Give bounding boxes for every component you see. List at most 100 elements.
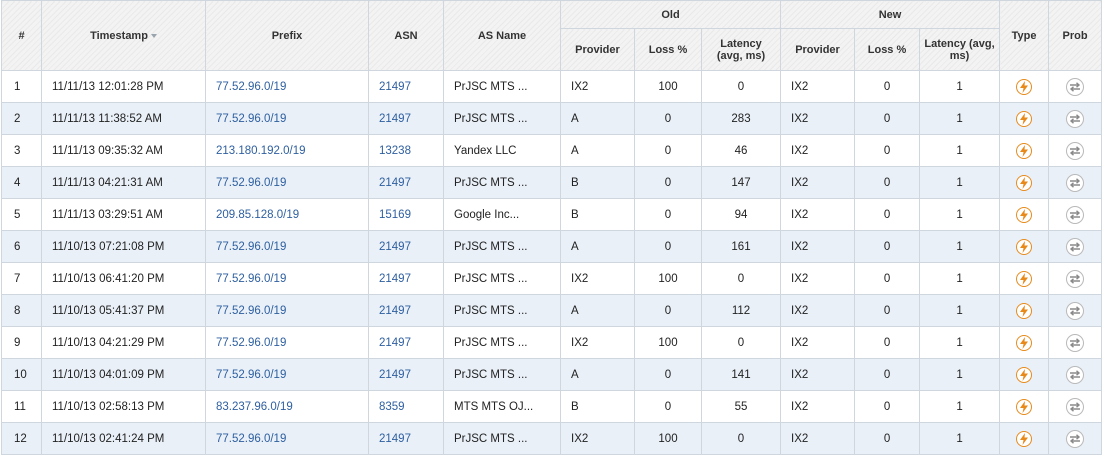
swap-icon[interactable] bbox=[1066, 397, 1085, 416]
swap-icon[interactable] bbox=[1066, 109, 1085, 128]
table-row[interactable]: 9 11/10/13 04:21:29 PM 77.52.96.0/19 214… bbox=[1, 326, 1102, 359]
cell-type bbox=[999, 198, 1050, 231]
swap-icon[interactable] bbox=[1066, 205, 1085, 224]
swap-icon[interactable] bbox=[1066, 141, 1085, 160]
bolt-icon[interactable] bbox=[1016, 302, 1033, 319]
bolt-icon[interactable] bbox=[1016, 206, 1033, 223]
cell-timestamp: 11/11/13 12:01:28 PM bbox=[41, 70, 206, 103]
prefix-link[interactable]: 77.52.96.0/19 bbox=[216, 304, 287, 317]
col-header-old-loss[interactable]: Loss % bbox=[634, 28, 702, 71]
col-group-new: New bbox=[780, 0, 1001, 29]
bolt-icon[interactable] bbox=[1016, 78, 1033, 95]
prefix-link[interactable]: 77.52.96.0/19 bbox=[216, 368, 287, 381]
table-row[interactable]: 1 11/11/13 12:01:28 PM 77.52.96.0/19 214… bbox=[1, 70, 1102, 103]
swap-icon[interactable] bbox=[1066, 77, 1085, 96]
cell-old-provider: A bbox=[560, 102, 635, 135]
col-header-prefix[interactable]: Prefix bbox=[205, 0, 369, 71]
cell-old-latency: 0 bbox=[700, 422, 782, 455]
col-header-old-provider[interactable]: Provider bbox=[560, 28, 635, 71]
cell-old-provider: B bbox=[560, 198, 635, 231]
col-header-as-name[interactable]: AS Name bbox=[443, 0, 561, 71]
swap-icon[interactable] bbox=[1066, 429, 1085, 448]
asn-link[interactable]: 8359 bbox=[379, 400, 405, 413]
col-header-new-provider[interactable]: Provider bbox=[780, 28, 856, 71]
asn-link[interactable]: 21497 bbox=[379, 432, 411, 445]
table-row[interactable]: 12 11/10/13 02:41:24 PM 77.52.96.0/19 21… bbox=[1, 422, 1102, 455]
bolt-icon[interactable] bbox=[1016, 334, 1033, 351]
bolt-icon[interactable] bbox=[1016, 142, 1033, 159]
col-header-old-latency[interactable]: Latency (avg, ms) bbox=[700, 28, 782, 71]
cell-new-loss: 0 bbox=[854, 294, 921, 327]
asn-link[interactable]: 21497 bbox=[379, 176, 411, 189]
col-header-new-loss[interactable]: Loss % bbox=[854, 28, 921, 71]
table-row[interactable]: 10 11/10/13 04:01:09 PM 77.52.96.0/19 21… bbox=[1, 358, 1102, 391]
cell-old-latency: 147 bbox=[700, 166, 782, 199]
asn-link[interactable]: 21497 bbox=[379, 336, 411, 349]
table-row[interactable]: 3 11/11/13 09:35:32 AM 213.180.192.0/19 … bbox=[1, 134, 1102, 167]
cell-old-loss: 100 bbox=[634, 262, 702, 295]
bolt-icon[interactable] bbox=[1016, 238, 1033, 255]
cell-prob bbox=[1048, 230, 1102, 263]
cell-old-latency: 0 bbox=[700, 70, 782, 103]
col-header-type[interactable]: Type bbox=[999, 0, 1050, 71]
col-header-prob[interactable]: Prob bbox=[1048, 0, 1102, 71]
cell-old-loss: 100 bbox=[634, 70, 702, 103]
cell-old-provider: A bbox=[560, 230, 635, 263]
cell-prob bbox=[1048, 422, 1102, 455]
prefix-link[interactable]: 77.52.96.0/19 bbox=[216, 112, 287, 125]
asn-link[interactable]: 21497 bbox=[379, 368, 411, 381]
prefix-link[interactable]: 77.52.96.0/19 bbox=[216, 432, 287, 445]
prefix-link[interactable]: 77.52.96.0/19 bbox=[216, 336, 287, 349]
cell-type bbox=[999, 102, 1050, 135]
table-row[interactable]: 8 11/10/13 05:41:37 PM 77.52.96.0/19 214… bbox=[1, 294, 1102, 327]
cell-old-loss: 0 bbox=[634, 166, 702, 199]
swap-icon[interactable] bbox=[1066, 237, 1085, 256]
bolt-icon[interactable] bbox=[1016, 430, 1033, 447]
cell-new-provider: IX2 bbox=[780, 102, 856, 135]
cell-new-provider: IX2 bbox=[780, 230, 856, 263]
swap-icon[interactable] bbox=[1066, 333, 1085, 352]
swap-icon[interactable] bbox=[1066, 365, 1085, 384]
cell-as-name: PrJSC MTS ... bbox=[443, 294, 561, 327]
col-header-new-latency[interactable]: Latency (avg, ms) bbox=[919, 28, 1001, 71]
bolt-icon[interactable] bbox=[1016, 110, 1033, 127]
swap-icon[interactable] bbox=[1066, 301, 1085, 320]
asn-link[interactable]: 21497 bbox=[379, 240, 411, 253]
prefix-link[interactable]: 209.85.128.0/19 bbox=[216, 208, 300, 221]
table-row[interactable]: 6 11/10/13 07:21:08 PM 77.52.96.0/19 214… bbox=[1, 230, 1102, 263]
col-header-timestamp[interactable]: Timestamp bbox=[41, 0, 206, 71]
asn-link[interactable]: 21497 bbox=[379, 272, 411, 285]
table-row[interactable]: 11 11/10/13 02:58:13 PM 83.237.96.0/19 8… bbox=[1, 390, 1102, 423]
asn-link[interactable]: 21497 bbox=[379, 80, 411, 93]
prefix-link[interactable]: 83.237.96.0/19 bbox=[216, 400, 293, 413]
cell-new-loss: 0 bbox=[854, 358, 921, 391]
cell-old-loss: 0 bbox=[634, 198, 702, 231]
table-row[interactable]: 7 11/10/13 06:41:20 PM 77.52.96.0/19 214… bbox=[1, 262, 1102, 295]
cell-as-name: Yandex LLC bbox=[443, 134, 561, 167]
cell-new-latency: 1 bbox=[919, 230, 1001, 263]
asn-link[interactable]: 15169 bbox=[379, 208, 411, 221]
bolt-icon[interactable] bbox=[1016, 174, 1033, 191]
asn-link[interactable]: 21497 bbox=[379, 304, 411, 317]
prefix-link[interactable]: 213.180.192.0/19 bbox=[216, 144, 306, 157]
swap-icon[interactable] bbox=[1066, 269, 1085, 288]
prefix-link[interactable]: 77.52.96.0/19 bbox=[216, 240, 287, 253]
bolt-icon[interactable] bbox=[1016, 366, 1033, 383]
table-row[interactable]: 2 11/11/13 11:38:52 AM 77.52.96.0/19 214… bbox=[1, 102, 1102, 135]
prefix-link[interactable]: 77.52.96.0/19 bbox=[216, 272, 287, 285]
cell-new-loss: 0 bbox=[854, 102, 921, 135]
bolt-icon[interactable] bbox=[1016, 270, 1033, 287]
bolt-icon[interactable] bbox=[1016, 398, 1033, 415]
cell-new-provider: IX2 bbox=[780, 166, 856, 199]
asn-link[interactable]: 21497 bbox=[379, 112, 411, 125]
prefix-link[interactable]: 77.52.96.0/19 bbox=[216, 176, 287, 189]
cell-old-provider: IX2 bbox=[560, 422, 635, 455]
prefix-link[interactable]: 77.52.96.0/19 bbox=[216, 80, 287, 93]
cell-old-latency: 55 bbox=[700, 390, 782, 423]
table-row[interactable]: 4 11/11/13 04:21:31 AM 77.52.96.0/19 214… bbox=[1, 166, 1102, 199]
table-row[interactable]: 5 11/11/13 03:29:51 AM 209.85.128.0/19 1… bbox=[1, 198, 1102, 231]
asn-link[interactable]: 13238 bbox=[379, 144, 411, 157]
col-header-asn[interactable]: ASN bbox=[368, 0, 444, 71]
col-header-num[interactable]: # bbox=[1, 0, 42, 71]
swap-icon[interactable] bbox=[1066, 173, 1085, 192]
